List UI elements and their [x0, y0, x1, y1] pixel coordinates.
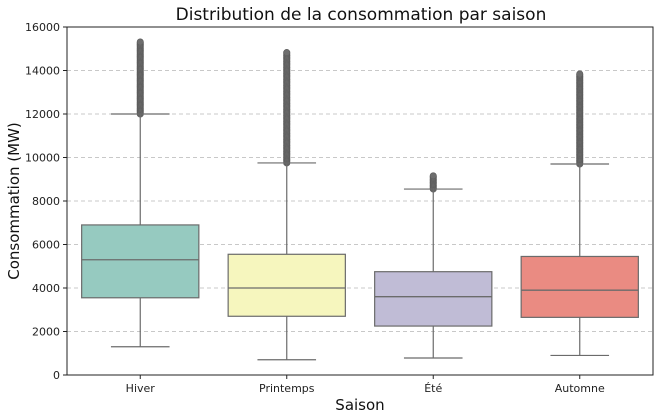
box-2 — [374, 172, 493, 359]
x-axis-ticks: Hiver Printemps Été Automne — [126, 375, 605, 395]
box-iqr — [227, 253, 346, 317]
y-tick-label: 16000 — [25, 21, 60, 34]
y-tick-label: 14000 — [25, 65, 60, 78]
outlier-point — [283, 49, 291, 57]
box-3 — [520, 70, 639, 357]
x-tick-label: Hiver — [126, 382, 156, 395]
chart-title: Distribution de la consommation par sais… — [176, 5, 547, 25]
box-1 — [227, 49, 346, 361]
grid — [67, 26, 653, 376]
box-iqr — [520, 255, 639, 318]
x-axis-label: Saison — [335, 396, 384, 414]
y-axis-ticks: 0 2000 4000 6000 8000 10000 12000 14000 16000 — [25, 21, 67, 382]
y-tick-label: 0 — [53, 369, 60, 382]
y-tick-label: 12000 — [25, 108, 60, 121]
y-tick-label: 4000 — [32, 282, 60, 295]
y-tick-label: 10000 — [25, 152, 60, 165]
box-0 — [81, 38, 200, 348]
x-tick-label: Printemps — [259, 382, 315, 395]
outlier-point — [136, 38, 144, 46]
y-axis-label: Consommation (MW) — [5, 122, 23, 280]
y-tick-label: 6000 — [32, 239, 60, 252]
box-iqr — [81, 224, 200, 299]
y-tick-label: 2000 — [32, 326, 60, 339]
outlier-point — [429, 172, 437, 180]
outlier-point — [576, 70, 584, 78]
box-iqr — [374, 271, 493, 327]
x-tick-label: Été — [424, 382, 442, 395]
x-tick-label: Automne — [555, 382, 605, 395]
y-tick-label: 8000 — [32, 195, 60, 208]
boxes — [81, 38, 639, 361]
